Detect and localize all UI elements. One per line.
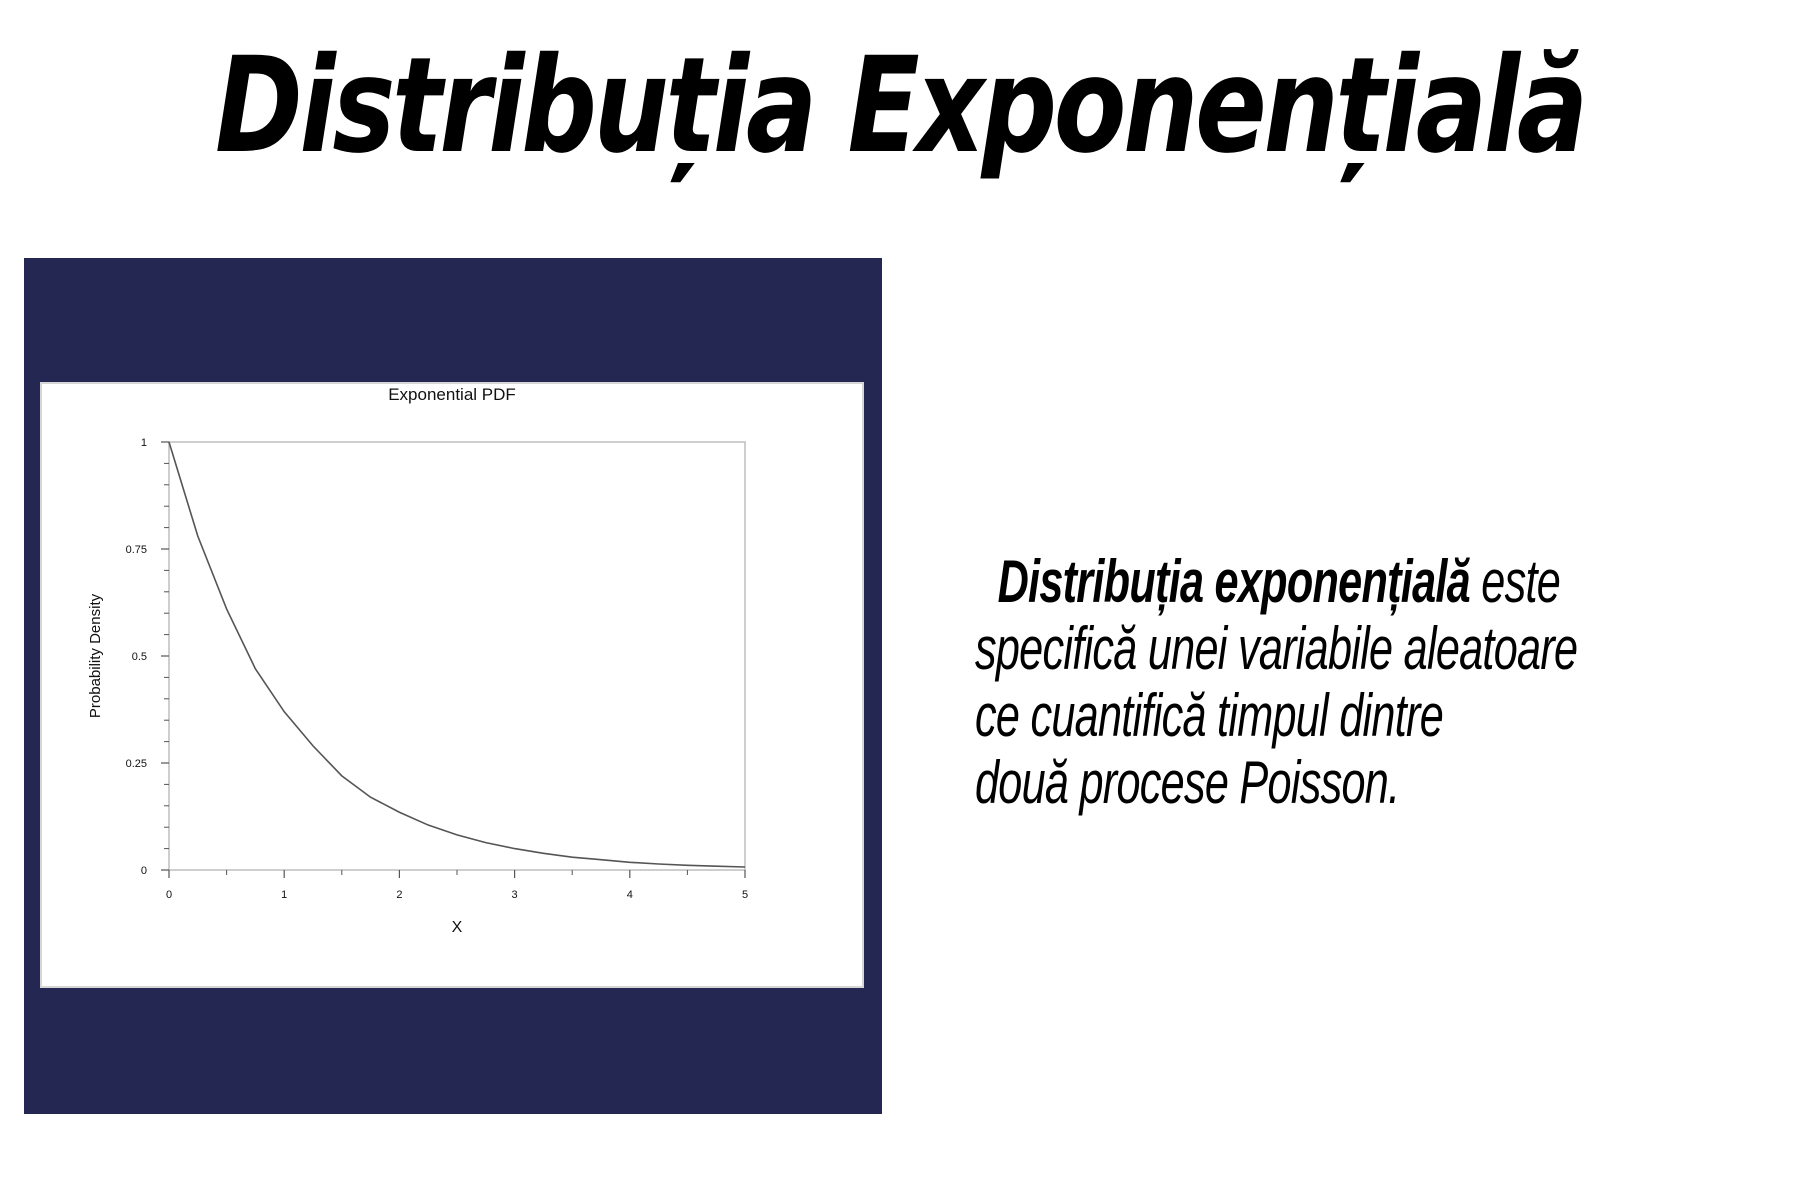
y-tick-label-1: 0.25 [126, 758, 147, 770]
x-tick-label-0: 0 [166, 889, 172, 901]
chart-title: Exponential PDF [388, 385, 516, 404]
y-tick-label-4: 1 [141, 437, 147, 449]
description-line-4: două procese Poisson. [975, 749, 1400, 816]
pdf-curve [168, 441, 746, 868]
x-tick-label-5: 5 [742, 889, 748, 901]
chart-frame: Exponential PDF 0 1 2 3 4 5 0 0.25 0.5 0.75 1 X Pr… [40, 382, 864, 988]
chart-panel: Exponential PDF 0 1 2 3 4 5 0 0.25 0.5 0.75 1 X Pr… [24, 258, 882, 1114]
y-tick-label-3: 0.75 [126, 544, 147, 556]
x-tick-label-3: 3 [512, 889, 518, 901]
slide-title: Distribuția Exponențială [215, 29, 1588, 183]
x-tick-label-2: 2 [396, 889, 402, 901]
x-tick-label-1: 1 [281, 889, 287, 901]
x-axis-label: X [452, 919, 463, 936]
description-line-2: specifică unei variabile aleatoare [975, 615, 1578, 682]
y-tick-label-0: 0 [141, 865, 147, 877]
ticks-layer: 0 1 2 3 4 5 0 0.25 0.5 0.75 1 [126, 437, 748, 901]
description-line-3: ce cuantifică timpul dintre [975, 682, 1444, 749]
description-bold: Distribuția exponențială [997, 548, 1471, 615]
description-text: Distribuția exponențială este specifică … [975, 548, 1578, 816]
y-axis-label: Probability Density [87, 593, 104, 718]
description-line-1-rest: este [1469, 548, 1561, 615]
description-line-1: Distribuția exponențială este [975, 548, 1561, 615]
exponential-pdf-chart: Exponential PDF 0 1 2 3 4 5 0 0.25 0.5 0.75 1 X Pr… [87, 385, 748, 936]
plot-area [168, 441, 746, 871]
y-tick-label-2: 0.5 [132, 651, 147, 663]
x-tick-label-4: 4 [627, 889, 633, 901]
